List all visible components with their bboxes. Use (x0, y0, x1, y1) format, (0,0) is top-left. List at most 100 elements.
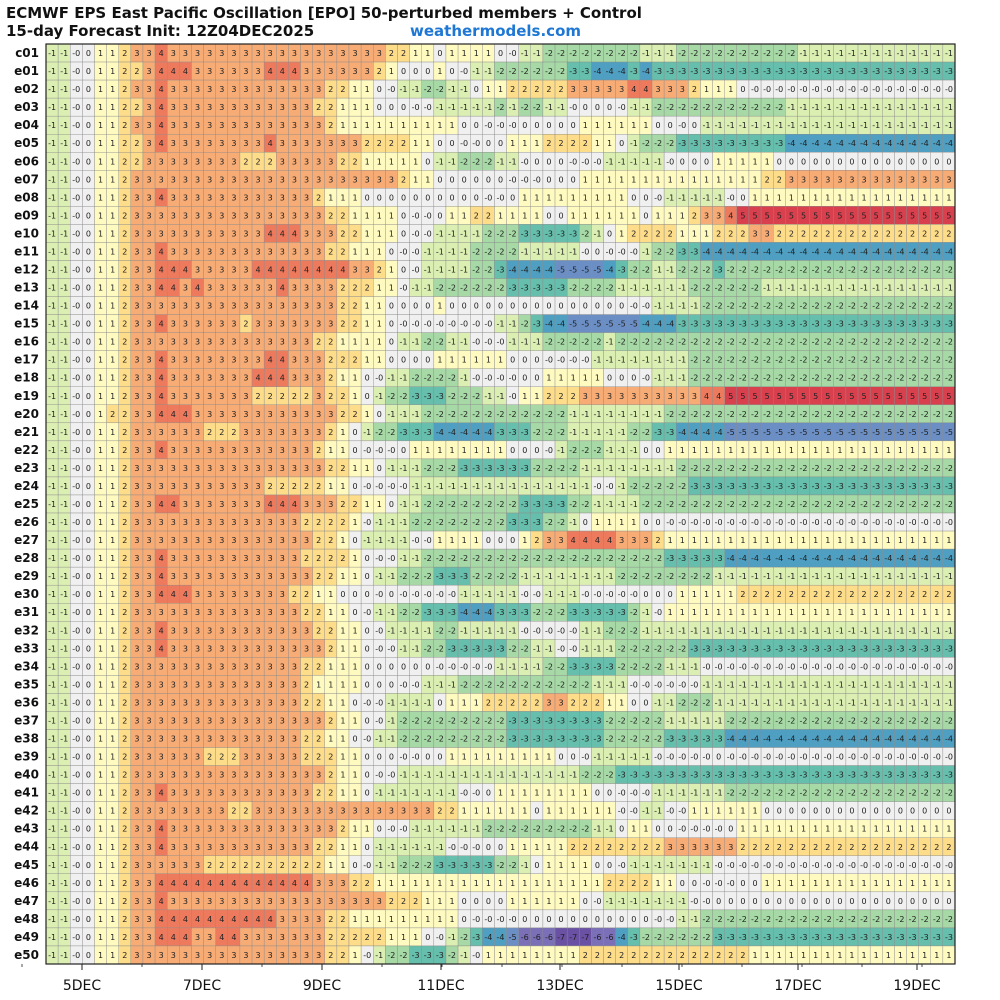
cell-value: -1 (436, 157, 444, 166)
cell-value: 3 (292, 320, 297, 329)
cell-value: -1 (703, 193, 711, 202)
cell-value: -4 (945, 139, 953, 148)
cell-value: -5 (593, 265, 601, 274)
cell-value: 1 (716, 175, 721, 184)
cell-value: -2 (933, 265, 941, 274)
cell-value: -4 (606, 67, 614, 76)
cell-value: -1 (824, 121, 832, 130)
cell-value: -0 (72, 157, 80, 166)
cell-value: 1 (98, 67, 103, 76)
cell-value: 0 (389, 193, 394, 202)
cell-value: 3 (146, 193, 151, 202)
cell-value: -4 (727, 247, 735, 256)
cell-value: 1 (353, 103, 358, 112)
cell-value: 0 (377, 85, 382, 94)
cell-value: 3 (243, 121, 248, 130)
cell-value: 3 (268, 175, 273, 184)
cell-value: -2 (727, 284, 735, 293)
cell-value: 3 (292, 103, 297, 112)
cell-value: -4 (860, 139, 868, 148)
cell-value: -1 (48, 157, 56, 166)
cell-value: -3 (763, 139, 771, 148)
cell-value: 3 (183, 157, 188, 166)
cell-value: 5 (849, 211, 854, 220)
cell-value: -1 (593, 229, 601, 238)
cell-value: -2 (497, 284, 505, 293)
cell-value: -2 (787, 265, 795, 274)
cell-value: -1 (666, 265, 674, 274)
cell-value: 3 (862, 175, 867, 184)
cell-value: 3 (146, 247, 151, 256)
cell-value: 2 (740, 229, 745, 238)
cell-value: 0 (498, 49, 503, 58)
cell-value: -3 (569, 229, 577, 238)
cell-value: 3 (159, 229, 164, 238)
cell-value: -0 (800, 85, 808, 94)
cell-value: 1 (571, 193, 576, 202)
cell-value: 0 (862, 157, 867, 166)
cell-value: -2 (909, 265, 917, 274)
cell-value: -2 (945, 265, 953, 274)
cell-value: 2 (340, 85, 345, 94)
credit-label[interactable]: weathermodels.com (410, 22, 581, 40)
cell-value: -0 (484, 121, 492, 130)
cell-value: 2 (353, 320, 358, 329)
cell-value: -1 (884, 103, 892, 112)
cell-value: 3 (280, 157, 285, 166)
cell-value: -4 (800, 139, 808, 148)
cell-value: 2 (353, 284, 358, 293)
cell-value: 3 (243, 49, 248, 58)
cell-value: 3 (304, 103, 309, 112)
cell-value: 3 (668, 85, 673, 94)
cell-value: -2 (484, 157, 492, 166)
cell-value: -2 (715, 302, 723, 311)
cell-value: 3 (389, 175, 394, 184)
cell-value: 1 (377, 302, 382, 311)
cell-value: 4 (280, 284, 285, 293)
cell-value: -2 (775, 265, 783, 274)
cell-value: -4 (545, 265, 553, 274)
cell-value: 2 (353, 302, 358, 311)
cell-value: -2 (800, 265, 808, 274)
cell-value: -4 (848, 247, 856, 256)
cell-value: 4 (159, 193, 164, 202)
cell-value: -0 (666, 157, 674, 166)
cell-value: 3 (377, 49, 382, 58)
cell-value: 1 (740, 175, 745, 184)
cell-value: 0 (377, 193, 382, 202)
cell-value: 2 (692, 211, 697, 220)
cell-value: 4 (183, 265, 188, 274)
cell-value: 3 (146, 302, 151, 311)
cell-value: 3 (946, 175, 951, 184)
cell-value: 1 (110, 67, 115, 76)
cell-value: -3 (666, 67, 674, 76)
cell-value: 2 (837, 229, 842, 238)
cell-value: 3 (195, 247, 200, 256)
cell-value: -1 (933, 121, 941, 130)
cell-value: 0 (510, 302, 515, 311)
cell-value: -3 (557, 229, 565, 238)
cell-value: 5 (789, 211, 794, 220)
cell-value: -1 (497, 320, 505, 329)
cell-value: -0 (824, 85, 832, 94)
cell-value: 0 (474, 175, 479, 184)
cell-value: 3 (231, 67, 236, 76)
cell-value: 2 (825, 229, 830, 238)
cell-value: 1 (595, 139, 600, 148)
cell-value: -0 (533, 175, 541, 184)
cell-value: 1 (886, 193, 891, 202)
cell-value: 2 (849, 229, 854, 238)
cell-value: 3 (171, 121, 176, 130)
cell-value: 1 (110, 103, 115, 112)
cell-value: -0 (412, 229, 420, 238)
cell-value: 3 (159, 175, 164, 184)
cell-value: 2 (340, 229, 345, 238)
cell-value: -3 (872, 67, 880, 76)
cell-value: -0 (848, 85, 856, 94)
cell-value: -0 (72, 49, 80, 58)
cell-value: -2 (424, 85, 432, 94)
cell-value: 3 (183, 247, 188, 256)
cell-value: -2 (642, 265, 650, 274)
cell-value: 5 (825, 211, 830, 220)
cell-value: 0 (437, 49, 442, 58)
